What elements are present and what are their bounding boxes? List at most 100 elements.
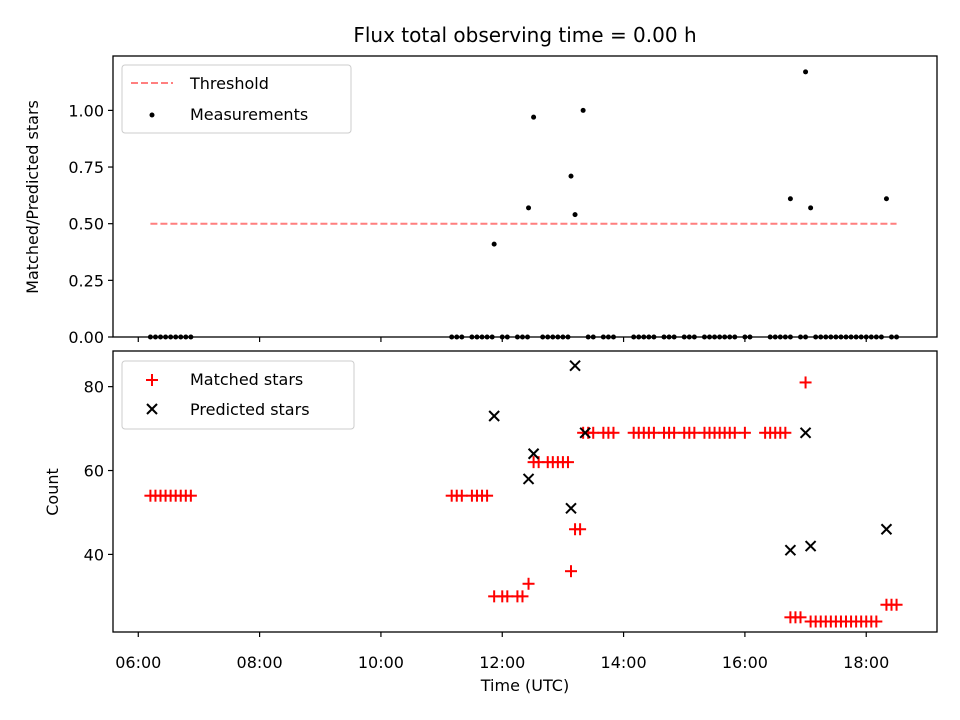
measurement-point	[858, 334, 864, 340]
predicted-star-point	[804, 540, 817, 552]
top-plot-marks	[147, 69, 900, 340]
top-plot-frame	[112, 55, 938, 338]
measurement-point	[514, 334, 520, 340]
measurement-point	[484, 334, 490, 340]
matched-star-point	[455, 489, 468, 502]
measurement-point	[883, 196, 889, 202]
measurement-point	[550, 334, 556, 340]
measurement-point	[580, 107, 586, 113]
x-tick-label: 06:00	[115, 653, 161, 672]
predicted-star-point	[880, 523, 893, 535]
bottom-y-axis-label: Count	[43, 468, 62, 516]
measurement-point	[646, 334, 652, 340]
measurement-point	[147, 334, 153, 340]
measurement-point	[833, 334, 839, 340]
chart-title: Flux total observing time = 0.00 h	[353, 23, 696, 47]
measurement-point	[610, 334, 616, 340]
matched-star-point	[587, 426, 600, 439]
matched-star-point	[522, 577, 535, 590]
measurement-point	[803, 334, 809, 340]
matched-star-point	[890, 598, 903, 611]
measurement-point	[168, 334, 174, 340]
matched-star-point	[607, 426, 620, 439]
measurement-point	[727, 334, 733, 340]
measurements-legend-swatch	[149, 112, 155, 118]
matched-star-point	[688, 426, 701, 439]
measurement-point	[722, 334, 728, 340]
measurement-point	[848, 334, 854, 340]
measurement-point	[808, 205, 814, 211]
measurement-point	[691, 334, 697, 340]
measurement-point	[469, 334, 475, 340]
measurement-point	[178, 334, 184, 340]
measurement-point	[889, 334, 895, 340]
matched-star-point	[728, 426, 741, 439]
x-tick-label: 16:00	[722, 653, 768, 672]
measurement-point	[767, 334, 773, 340]
measurement-point	[560, 334, 566, 340]
x-axis-label: Time (UTC)	[480, 676, 569, 695]
x-tick-label: 10:00	[358, 653, 404, 672]
matched-star-point	[481, 489, 494, 502]
bottom-legend-box	[121, 360, 355, 430]
measurement-point	[525, 334, 531, 340]
matched-legend-swatch	[146, 374, 158, 386]
bottom-y-tick-label: 60	[84, 462, 104, 481]
top-y-tick-label: 0.75	[68, 158, 104, 177]
top-y-tick-label: 0.25	[68, 271, 104, 290]
measurement-point	[188, 334, 194, 340]
x-tick-label: 18:00	[843, 653, 889, 672]
matched-star-point	[738, 426, 751, 439]
measurement-point	[894, 334, 900, 340]
predicted-star-point	[527, 448, 540, 460]
x-tick-label: 12:00	[479, 653, 525, 672]
measurement-point	[782, 334, 788, 340]
matched-star-point	[574, 523, 587, 536]
matched-star-point	[561, 456, 574, 469]
measurement-point	[568, 173, 574, 179]
measurement-point	[777, 334, 783, 340]
matched-legend-label: Matched stars	[190, 370, 303, 389]
measurement-point	[818, 334, 824, 340]
matched-star-point	[184, 489, 197, 502]
top-legend-box	[121, 64, 352, 134]
measurement-point	[449, 334, 455, 340]
measurement-point	[459, 334, 465, 340]
measurement-point	[772, 334, 778, 340]
predicted-star-point	[784, 544, 797, 556]
measurement-point	[540, 334, 546, 340]
measurement-point	[707, 334, 713, 340]
predicted-legend-label: Predicted stars	[190, 400, 310, 419]
measurement-point	[526, 205, 532, 211]
measurement-point	[681, 334, 687, 340]
measurement-point	[701, 334, 707, 340]
measurement-point	[173, 334, 179, 340]
matched-star-point	[779, 426, 792, 439]
measurement-point	[474, 334, 480, 340]
measurement-point	[878, 334, 884, 340]
top-y-tick-label: 0.50	[68, 215, 104, 234]
matched-star-point	[799, 376, 812, 389]
predicted-star-point	[579, 427, 591, 439]
measurement-point	[873, 334, 879, 340]
measurement-point	[787, 334, 793, 340]
measurement-point	[545, 334, 551, 340]
matched-star-point	[668, 426, 681, 439]
measurement-point	[838, 334, 844, 340]
measurement-point	[661, 334, 667, 340]
predicted-legend-swatch	[146, 403, 158, 415]
matched-star-point	[647, 426, 660, 439]
measurement-point	[666, 334, 672, 340]
top-y-axis-label: Matched/Predicted stars	[23, 100, 42, 294]
threshold-legend-label: Threshold	[189, 74, 269, 93]
measurement-point	[853, 334, 859, 340]
matched-star-point	[870, 615, 883, 628]
measurement-point	[717, 334, 723, 340]
measurement-point	[590, 334, 596, 340]
measurement-point	[813, 334, 819, 340]
measurement-point	[636, 334, 642, 340]
measurement-point	[572, 212, 578, 218]
measurement-point	[183, 334, 189, 340]
measurement-point	[600, 334, 606, 340]
